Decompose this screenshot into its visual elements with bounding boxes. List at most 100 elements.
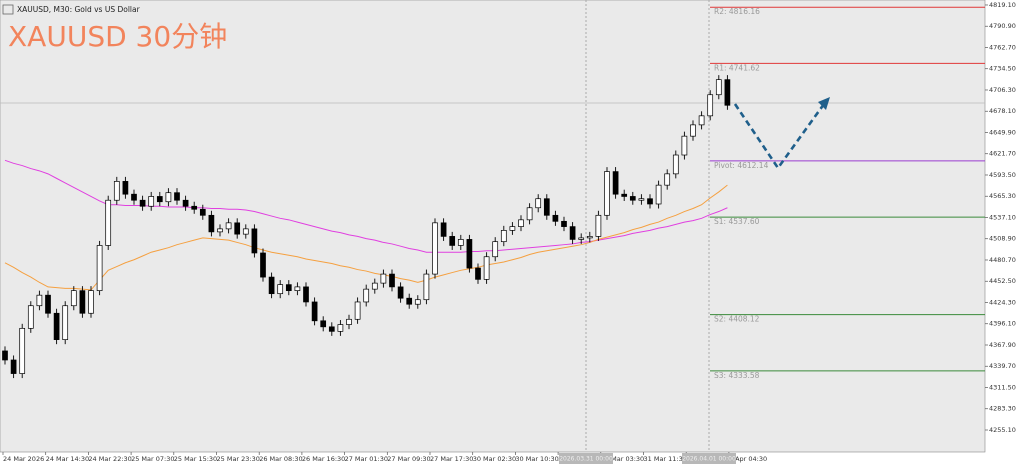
candle-body — [475, 267, 481, 280]
candle-body — [311, 301, 318, 322]
x-tick-label: 30 Mar 02:30 — [473, 455, 516, 463]
candle-body — [371, 282, 378, 290]
x-tick-label: 27 Mar 17:30 — [430, 455, 473, 463]
y-tick-label: 4424.30 — [989, 298, 1016, 306]
time-marker-label: 2026.04.01 00:00 — [682, 456, 736, 463]
candle-body — [251, 228, 258, 254]
x-tick-label: 26 Mar 16:30 — [302, 455, 345, 463]
y-tick-label: 4452.50 — [989, 277, 1016, 285]
candle-body — [604, 171, 610, 216]
candle-body — [406, 297, 413, 305]
candle-body — [260, 252, 266, 278]
pivot-level-label: R2: 4816.16 — [714, 7, 760, 16]
y-tick-label: 4819.10 — [989, 1, 1016, 9]
y-tick-label: 4255.10 — [989, 426, 1016, 434]
candle-body — [578, 237, 585, 240]
x-tick-label: 27 Mar 09:30 — [387, 455, 430, 463]
pivot-level-label: S3: 4333.58 — [714, 371, 760, 380]
candle-body — [500, 230, 507, 243]
x-tick-label: 24 Mar 22:30 — [88, 455, 131, 463]
candle-body — [543, 198, 550, 216]
x-tick-label: 27 Mar 01:30 — [345, 455, 388, 463]
x-tick-label: 26 Mar 08:30 — [259, 455, 302, 463]
candle-body — [664, 173, 671, 186]
candle-body — [346, 318, 352, 325]
candle-body — [122, 181, 129, 195]
x-tick-label: 25 Mar 15:30 — [174, 455, 217, 463]
pivot-level-label: S1: 4537.60 — [714, 217, 760, 226]
candle-body — [595, 214, 602, 237]
pivot-level-label: Pivot: 4612.14 — [714, 161, 769, 170]
candle-body — [698, 115, 705, 126]
candle-body — [285, 284, 292, 292]
x-tick-label: 24 Mar 14:30 — [46, 455, 89, 463]
candle-body — [277, 284, 284, 295]
candle-body — [36, 294, 43, 307]
candle-body — [19, 327, 26, 374]
y-tick-label: 4790.90 — [989, 22, 1016, 30]
candle-body — [363, 288, 370, 303]
candle-body — [234, 222, 241, 235]
x-tick-label: 31 Mar 03:30 — [601, 455, 644, 463]
candle-body — [242, 228, 249, 235]
candle-body — [432, 222, 438, 275]
y-tick-label: 4480.70 — [989, 256, 1016, 264]
symbol-icon — [2, 4, 14, 15]
y-tick-label: 4367.90 — [989, 341, 1016, 349]
y-tick-label: 4283.30 — [989, 405, 1016, 413]
candle-body — [466, 239, 473, 269]
candle-body — [96, 245, 103, 292]
candle-body — [2, 350, 8, 361]
candle-body — [156, 196, 163, 203]
plot-area — [0, 0, 986, 453]
candle-body — [509, 226, 516, 231]
y-tick-label: 4593.50 — [989, 171, 1016, 179]
time-marker-box — [682, 453, 736, 464]
x-tick-label: 25 Mar 23:30 — [217, 455, 260, 463]
x-tick-label: 1 Apr 04:30 — [729, 455, 767, 463]
candle-body — [612, 171, 619, 195]
candle-body — [483, 256, 490, 280]
time-marker-box — [559, 453, 613, 464]
candle-body — [681, 135, 688, 156]
candle-body — [303, 286, 309, 303]
candle-body — [328, 326, 335, 332]
arrow-head — [818, 97, 830, 110]
candle-body — [105, 199, 112, 246]
candle-body — [724, 79, 731, 106]
candle-body — [423, 273, 430, 301]
candle-body — [561, 220, 567, 227]
candle-body — [621, 193, 628, 197]
candle-body — [586, 236, 593, 239]
candle-body — [191, 205, 198, 210]
candle-body — [638, 198, 645, 201]
candle-body — [655, 184, 662, 205]
candle-body — [113, 181, 120, 201]
y-tick-label: 4311.50 — [989, 383, 1016, 391]
moving-average — [4, 184, 728, 291]
y-tick-label: 4621.70 — [989, 150, 1016, 158]
chart-header: XAUUSD, M30: Gold vs US Dollar — [17, 5, 141, 14]
forecast-arrow — [733, 97, 830, 171]
x-tick-label: 31 Mar 11:30 — [644, 455, 687, 463]
x-tick-label: 24 Mar 2026 — [3, 455, 44, 463]
candle-body — [389, 273, 395, 288]
candle-body — [88, 290, 94, 314]
candle-body — [199, 208, 206, 216]
moving-average — [4, 159, 728, 253]
candle-body — [535, 198, 542, 209]
chart-layer: R2: 4816.16 R1: 4741.62 Pivot: 4612.14 S1: … — [2, 6, 985, 380]
candle-body — [526, 207, 533, 221]
candle-body — [225, 222, 232, 230]
candle-body — [174, 192, 180, 201]
x-tick-label: 25 Mar 07:30 — [131, 455, 174, 463]
candle-body — [182, 199, 189, 207]
candle-body — [440, 222, 447, 237]
y-tick-label: 4508.90 — [989, 235, 1016, 243]
candle-body — [62, 305, 69, 340]
candle-body — [131, 193, 137, 201]
pivot-level-label: S2: 4408.12 — [714, 315, 760, 324]
candle-body — [715, 79, 722, 96]
